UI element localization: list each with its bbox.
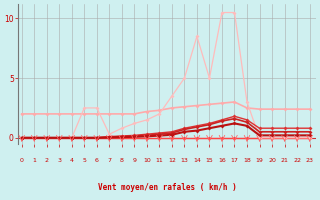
X-axis label: Vent moyen/en rafales ( km/h ): Vent moyen/en rafales ( km/h ): [98, 183, 236, 192]
